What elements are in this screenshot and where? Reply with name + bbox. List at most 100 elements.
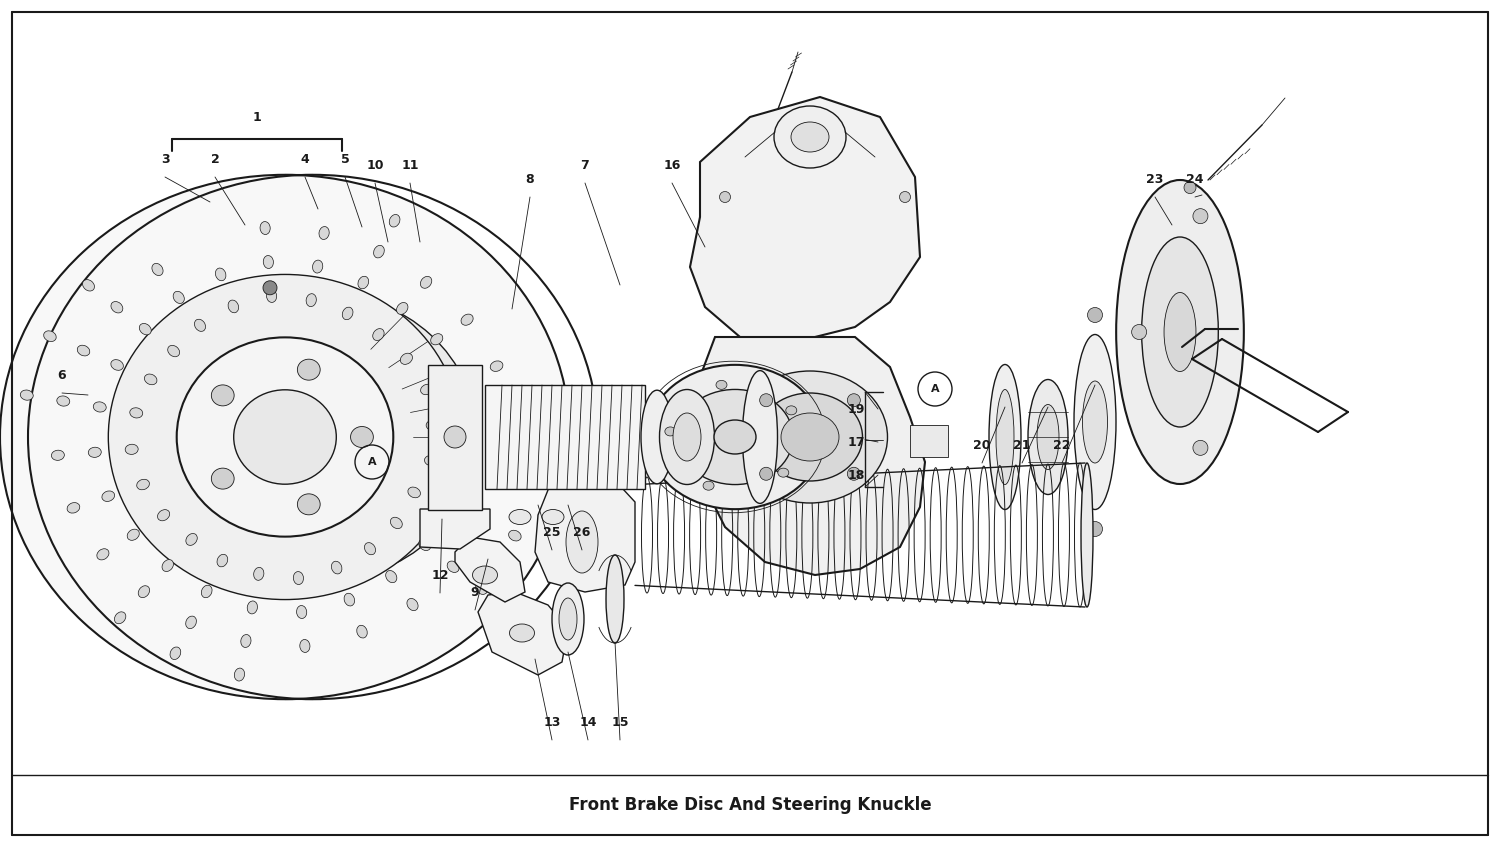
Ellipse shape — [0, 174, 570, 700]
Ellipse shape — [420, 276, 432, 288]
Circle shape — [530, 411, 542, 423]
Ellipse shape — [372, 329, 384, 340]
Ellipse shape — [68, 502, 80, 513]
Text: 20: 20 — [974, 439, 990, 451]
Ellipse shape — [124, 445, 138, 454]
Ellipse shape — [144, 374, 158, 385]
Polygon shape — [694, 337, 926, 575]
Ellipse shape — [988, 364, 1022, 510]
Circle shape — [1184, 181, 1196, 194]
Ellipse shape — [1164, 292, 1196, 372]
Ellipse shape — [234, 390, 336, 484]
Circle shape — [1088, 522, 1102, 536]
Ellipse shape — [297, 494, 320, 515]
Ellipse shape — [267, 290, 276, 302]
Ellipse shape — [98, 232, 543, 641]
Ellipse shape — [342, 307, 352, 319]
Polygon shape — [454, 537, 525, 602]
Text: 13: 13 — [543, 716, 561, 728]
Ellipse shape — [312, 260, 322, 273]
Ellipse shape — [396, 302, 408, 314]
Bar — [427, 364, 483, 510]
Ellipse shape — [168, 346, 180, 357]
Ellipse shape — [390, 214, 400, 227]
Ellipse shape — [294, 572, 303, 584]
Polygon shape — [478, 592, 568, 675]
Ellipse shape — [111, 302, 123, 313]
Text: 15: 15 — [612, 716, 628, 728]
Ellipse shape — [778, 468, 789, 477]
Ellipse shape — [82, 280, 94, 291]
Ellipse shape — [1028, 379, 1068, 495]
Text: 23: 23 — [1146, 173, 1164, 185]
Ellipse shape — [306, 294, 316, 307]
Text: 8: 8 — [525, 173, 534, 185]
Circle shape — [1131, 324, 1146, 340]
Text: 10: 10 — [366, 158, 384, 171]
Ellipse shape — [130, 407, 142, 418]
Ellipse shape — [297, 606, 306, 618]
Ellipse shape — [300, 639, 310, 652]
Ellipse shape — [447, 561, 459, 573]
Text: 17: 17 — [847, 435, 864, 449]
Ellipse shape — [456, 373, 468, 383]
Ellipse shape — [408, 487, 420, 498]
Ellipse shape — [1036, 405, 1059, 469]
Ellipse shape — [464, 417, 476, 427]
Ellipse shape — [108, 274, 462, 600]
Ellipse shape — [217, 554, 228, 567]
Ellipse shape — [758, 393, 862, 481]
Ellipse shape — [534, 473, 548, 484]
Text: 16: 16 — [663, 158, 681, 171]
Ellipse shape — [260, 222, 270, 235]
Ellipse shape — [374, 246, 384, 258]
Ellipse shape — [498, 468, 510, 478]
Ellipse shape — [790, 122, 830, 152]
Ellipse shape — [93, 401, 106, 412]
Ellipse shape — [1116, 180, 1244, 484]
Ellipse shape — [136, 479, 150, 490]
Ellipse shape — [460, 314, 472, 325]
Bar — [484, 385, 645, 489]
Ellipse shape — [21, 390, 33, 401]
Ellipse shape — [344, 593, 354, 606]
Ellipse shape — [742, 371, 777, 503]
Ellipse shape — [186, 616, 196, 628]
Ellipse shape — [201, 585, 211, 598]
Polygon shape — [420, 509, 491, 549]
Circle shape — [1192, 208, 1208, 224]
Text: A: A — [930, 384, 939, 394]
Ellipse shape — [676, 390, 794, 484]
Ellipse shape — [510, 624, 534, 642]
Ellipse shape — [441, 501, 454, 512]
Ellipse shape — [364, 543, 375, 555]
Ellipse shape — [566, 511, 598, 573]
Text: 25: 25 — [543, 525, 561, 539]
Ellipse shape — [351, 427, 374, 447]
Ellipse shape — [211, 468, 234, 489]
Ellipse shape — [560, 598, 578, 640]
Ellipse shape — [44, 331, 55, 341]
Ellipse shape — [195, 319, 206, 331]
Ellipse shape — [424, 456, 438, 466]
Circle shape — [262, 281, 278, 295]
Ellipse shape — [234, 668, 244, 681]
Circle shape — [1088, 307, 1102, 323]
Ellipse shape — [476, 583, 488, 595]
Ellipse shape — [472, 566, 498, 584]
Text: 24: 24 — [1186, 173, 1203, 185]
Text: A: A — [368, 457, 376, 467]
Ellipse shape — [1082, 463, 1094, 607]
Text: Front Brake Disc And Steering Knuckle: Front Brake Disc And Steering Knuckle — [568, 796, 932, 814]
Ellipse shape — [406, 599, 418, 611]
Ellipse shape — [111, 360, 123, 370]
Ellipse shape — [332, 562, 342, 574]
Ellipse shape — [419, 540, 430, 551]
Text: 19: 19 — [847, 402, 864, 416]
Polygon shape — [536, 475, 634, 592]
Ellipse shape — [732, 371, 888, 503]
Ellipse shape — [102, 491, 114, 501]
Bar — [910, 425, 948, 457]
Ellipse shape — [660, 390, 714, 484]
Ellipse shape — [88, 447, 102, 457]
